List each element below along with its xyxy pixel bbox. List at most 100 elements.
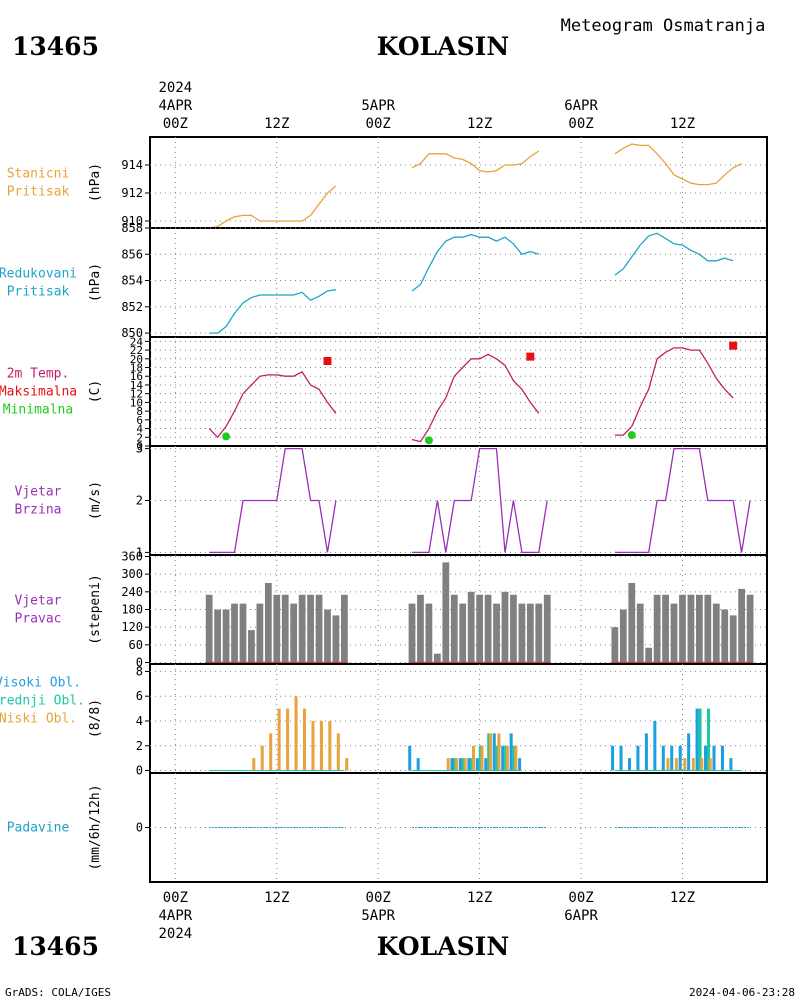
wind_speed-ytick-label: 1	[136, 545, 143, 559]
wind-direction-bar	[205, 594, 213, 663]
station-id: 13465	[12, 32, 99, 61]
precipitation-ylabel: (mm/6h/12h)	[88, 784, 103, 870]
wind_direction-ytick-label: 360	[121, 549, 143, 563]
wind-direction-bar	[738, 588, 746, 663]
bottom-axis-hour: 12Z	[670, 890, 695, 906]
temperature-ytick-label: 10	[130, 396, 143, 409]
wind-direction-bar	[442, 562, 450, 663]
high-cloud-bar	[458, 758, 462, 771]
top-axis-date: 6APR	[564, 98, 598, 114]
temperature-series-line	[614, 347, 734, 436]
temperature-ytick-label: 6	[136, 414, 143, 427]
station_pressure-label: Pritisak	[7, 185, 70, 200]
low-cloud-bar	[497, 733, 501, 771]
wind_direction-ytick-label: 0	[136, 656, 143, 670]
temperature-label: 2m Temp.	[7, 367, 70, 382]
cloud_cover-ylabel: (8/8)	[88, 699, 103, 738]
high-cloud-bar	[416, 758, 420, 771]
top-time-axis: 2024 4APR 00Z 12Z 5APR 00Z 12Z 6APR 00Z 12Z	[158, 80, 695, 132]
low-cloud-bar	[286, 708, 290, 771]
wind-direction-bar	[670, 603, 678, 663]
wind-direction-bar	[704, 594, 712, 663]
low-cloud-bar	[691, 758, 695, 771]
high-cloud-bar	[644, 733, 648, 771]
wind-direction-bar	[645, 647, 653, 663]
reduced_pressure-ytick-label: 850	[121, 326, 143, 340]
temperature-label: Minimalna	[3, 403, 73, 418]
mid-cloud-bar	[698, 708, 702, 771]
low-cloud-bar	[463, 758, 467, 771]
low-cloud-bar	[252, 758, 256, 771]
cloud_cover-ytick-label: 0	[136, 764, 143, 778]
reduced_pressure-label: Redukovani	[0, 267, 77, 282]
wind-direction-bar	[535, 603, 543, 663]
top-axis-hour: 00Z	[366, 116, 391, 132]
wind-direction-bar	[264, 582, 272, 663]
footer-station-name: KOLASIN	[377, 932, 509, 961]
panels: 910912914(hPa)StanicniPritisak8508528548…	[0, 136, 768, 883]
bottom-time-axis: 00Z 4APR 2024 12Z 00Z 5APR 12Z 00Z 6APR 12Z	[158, 890, 695, 942]
wind-direction-bar	[510, 594, 517, 663]
high-cloud-bar	[712, 745, 716, 771]
low-cloud-bar	[505, 745, 509, 771]
wind-direction-bar	[307, 594, 314, 663]
wind-direction-bar	[543, 594, 551, 663]
low-cloud-bar	[683, 758, 687, 771]
wind-direction-bar	[239, 603, 247, 663]
precipitation-label: Padavine	[7, 821, 70, 836]
wind-direction-bar	[332, 615, 340, 663]
cloud_cover-frame	[149, 663, 768, 774]
station-name: KOLASIN	[377, 32, 509, 61]
panel-wind_direction: 0 60 120 180 240 300 360 (stepeni) Vjetar Pravac	[15, 549, 768, 670]
station_pressure-ytick-label: 912	[121, 186, 143, 200]
wind-direction-bar	[341, 594, 348, 663]
high-cloud-bar	[492, 733, 496, 771]
temperature-ytick-label: 22	[130, 344, 143, 357]
high-cloud-bar	[501, 745, 505, 771]
credit-text: GrADS: COLA/IGES	[5, 986, 111, 999]
cloud_cover-ytick-label: 4	[136, 714, 143, 728]
mid-cloud-bar	[504, 745, 508, 771]
top-axis-hour: 12Z	[670, 116, 695, 132]
station_pressure-label: Stanicni	[7, 167, 70, 182]
wind-direction-bar	[611, 627, 619, 663]
high-cloud-bar	[484, 758, 488, 771]
high-cloud-bar	[467, 758, 471, 771]
reduced_pressure-ytick-label: 858	[121, 221, 143, 235]
wind-direction-bar	[231, 603, 238, 663]
tmin-marker	[424, 436, 433, 445]
wind-direction-bar	[425, 603, 433, 663]
bottom-axis-hour: 00Z	[366, 890, 391, 906]
mid-cloud-bar	[706, 708, 711, 771]
reduced_pressure-series-line	[614, 232, 734, 276]
wind-direction-bar	[476, 594, 484, 663]
reduced_pressure-ytick-label: 854	[121, 274, 143, 288]
wind_speed-label: Brzina	[15, 503, 62, 518]
temperature-ytick-label: 12	[130, 388, 143, 401]
mid-cloud-bar	[487, 733, 491, 771]
wind_speed-series-line	[209, 447, 337, 554]
high-cloud-bar	[475, 758, 479, 771]
wind_direction-ytick-label: 240	[121, 585, 143, 599]
reduced_pressure-series-line	[411, 233, 539, 292]
wind-direction-bar	[518, 603, 526, 663]
low-cloud-bar	[294, 696, 298, 771]
wind_direction-label: Vjetar	[15, 594, 62, 609]
wind_direction-ytick-label: 120	[121, 620, 143, 634]
panel-reduced_pressure: 850 852 854 856 858 (hPa) Redukovani Pritisak	[0, 221, 768, 340]
reduced_pressure-label: Pritisak	[7, 285, 70, 300]
wind-direction-bar	[290, 603, 298, 663]
wind-direction-bar	[484, 594, 492, 663]
low-cloud-bar	[260, 745, 264, 771]
low-cloud-bar	[345, 758, 349, 771]
wind-direction-bar	[459, 603, 467, 663]
bottom-axis-date: 5APR	[361, 908, 395, 924]
bottom-axis-hour: 12Z	[467, 890, 492, 906]
high-cloud-bar	[509, 733, 513, 771]
panel-station_pressure: 910 912 914 (hPa) Stanicni Pritisak	[7, 136, 768, 229]
low-cloud-bar	[302, 708, 307, 771]
wind-direction-bar	[315, 594, 323, 663]
low-cloud-bar	[277, 708, 281, 771]
wind_direction-ylabel: (stepeni)	[88, 574, 103, 644]
wind-direction-bar	[729, 615, 737, 663]
